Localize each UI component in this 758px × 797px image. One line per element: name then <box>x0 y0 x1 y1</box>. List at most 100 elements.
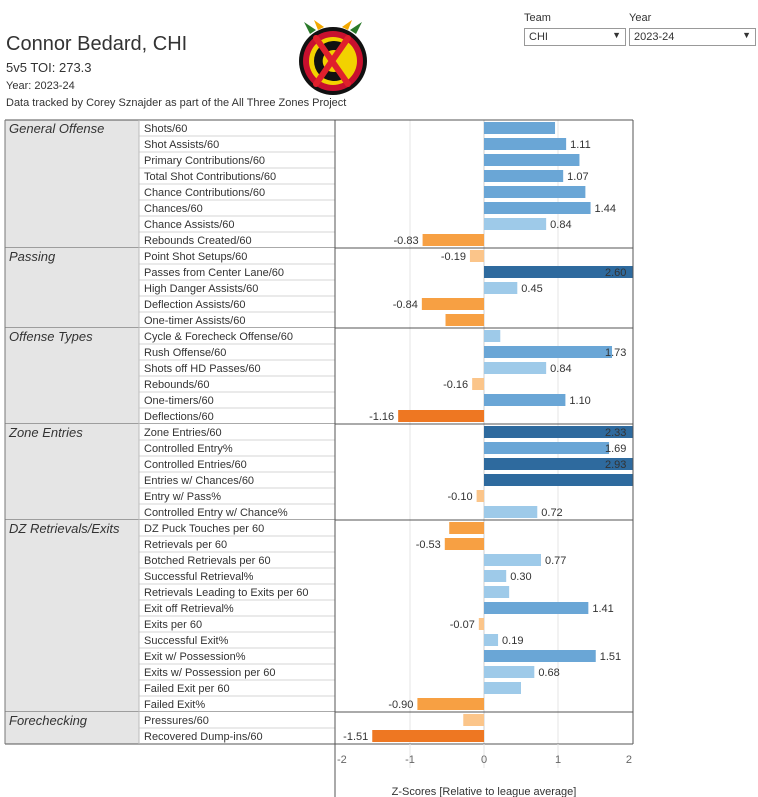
group-label: Offense Types <box>9 329 93 344</box>
team-filter-dropdown[interactable]: CHI ▼ <box>524 28 626 46</box>
bar <box>484 282 518 294</box>
group-band <box>5 520 139 712</box>
x-axis-label: Z-Scores [Relative to league average] <box>392 786 577 797</box>
bar <box>484 330 501 342</box>
data-label: 1.51 <box>600 651 621 663</box>
bar <box>484 474 633 486</box>
bar <box>484 442 610 454</box>
tick-label: -1 <box>405 754 415 766</box>
metric-label: Successful Exit% <box>144 635 229 647</box>
bar <box>484 266 633 278</box>
metric-label: Chance Assists/60 <box>144 219 235 231</box>
team-logo <box>299 20 367 95</box>
metric-label: One-timers/60 <box>144 395 214 407</box>
data-label: 1.10 <box>569 395 590 407</box>
metric-label: Shots off HD Passes/60 <box>144 363 261 375</box>
metric-label: Retrievals per 60 <box>144 539 227 551</box>
data-label: 0.45 <box>521 283 542 295</box>
bar <box>484 554 541 566</box>
bar <box>484 634 499 646</box>
chevron-down-icon: ▼ <box>612 30 621 40</box>
metric-label: Controlled Entry w/ Chance% <box>144 507 288 519</box>
data-label: 2.93 <box>605 459 626 471</box>
bar <box>484 362 547 374</box>
data-label: -0.19 <box>441 251 466 263</box>
bar <box>484 346 613 358</box>
group-band <box>5 328 139 424</box>
chevron-down-icon: ▼ <box>742 30 751 40</box>
bar <box>484 602 589 614</box>
metric-cell <box>139 152 335 168</box>
bar <box>484 154 580 166</box>
data-label: -1.16 <box>369 411 394 423</box>
data-label: 1.44 <box>595 203 616 215</box>
bar <box>444 538 484 550</box>
metric-label: Chance Contributions/60 <box>144 187 265 199</box>
metric-label: Deflection Assists/60 <box>144 299 246 311</box>
metric-cell <box>139 392 335 408</box>
metric-cell <box>139 280 335 296</box>
group-label: Passing <box>9 249 56 264</box>
bar <box>484 682 521 694</box>
data-label: 0.68 <box>538 667 559 679</box>
metric-label: Rebounds/60 <box>144 379 209 391</box>
metric-cell <box>139 728 335 744</box>
metric-label: Failed Exit% <box>144 699 205 711</box>
bar <box>484 570 507 582</box>
data-label: 1.11 <box>570 139 591 151</box>
group-band <box>5 424 139 520</box>
metric-label: Cycle & Forecheck Offense/60 <box>144 331 293 343</box>
bar <box>484 394 566 406</box>
year-filter-value: 2023-24 <box>634 31 675 43</box>
data-label: 0.19 <box>502 635 523 647</box>
metric-cell <box>139 600 335 616</box>
group-label: DZ Retrievals/Exits <box>9 521 120 536</box>
data-label: 2.33 <box>605 427 626 439</box>
metric-cell <box>139 264 335 280</box>
data-label: -0.90 <box>388 699 413 711</box>
metric-cell <box>139 232 335 248</box>
year-text: Year: 2023-24 <box>6 80 75 92</box>
metric-cell <box>139 504 335 520</box>
metric-cell <box>139 216 335 232</box>
bar <box>484 122 556 134</box>
data-label: 0.72 <box>541 507 562 519</box>
metric-cell <box>139 376 335 392</box>
tick-label: 0 <box>481 754 487 766</box>
bar <box>484 458 633 470</box>
bar <box>469 250 484 262</box>
metric-cell <box>139 312 335 328</box>
source-note: Data tracked by Corey Sznajder as part o… <box>6 97 347 109</box>
metric-label: Rush Offense/60 <box>144 347 226 359</box>
metric-label: Deflections/60 <box>144 411 214 423</box>
metric-label: Exit w/ Possession% <box>144 651 246 663</box>
data-label: -0.07 <box>450 619 475 631</box>
group-band <box>5 712 139 744</box>
metric-label: Rebounds Created/60 <box>144 235 252 247</box>
metric-label: Entry w/ Pass% <box>144 491 221 503</box>
metric-label: Pressures/60 <box>144 715 209 727</box>
metric-cell <box>139 552 335 568</box>
bar <box>484 426 633 438</box>
data-label: 1.07 <box>567 171 588 183</box>
year-filter-label: Year <box>629 12 652 24</box>
metric-label: Failed Exit per 60 <box>144 683 230 695</box>
bar <box>478 618 484 630</box>
data-label: 1.41 <box>592 603 613 615</box>
metric-cell <box>139 584 335 600</box>
data-label: 0.84 <box>550 363 571 375</box>
metric-cell <box>139 616 335 632</box>
data-label: -0.53 <box>416 539 441 551</box>
metric-label: Recovered Dump-ins/60 <box>144 731 263 743</box>
bar <box>484 666 535 678</box>
data-label: 1.69 <box>605 443 626 455</box>
metric-cell <box>139 184 335 200</box>
team-filter-value: CHI <box>529 31 548 43</box>
year-filter-dropdown[interactable]: 2023-24 ▼ <box>629 28 756 46</box>
data-label: -0.10 <box>448 491 473 503</box>
bar <box>484 506 538 518</box>
metric-cell <box>139 520 335 536</box>
metric-label: Exits w/ Possession per 60 <box>144 667 275 679</box>
metric-cell <box>139 424 335 440</box>
